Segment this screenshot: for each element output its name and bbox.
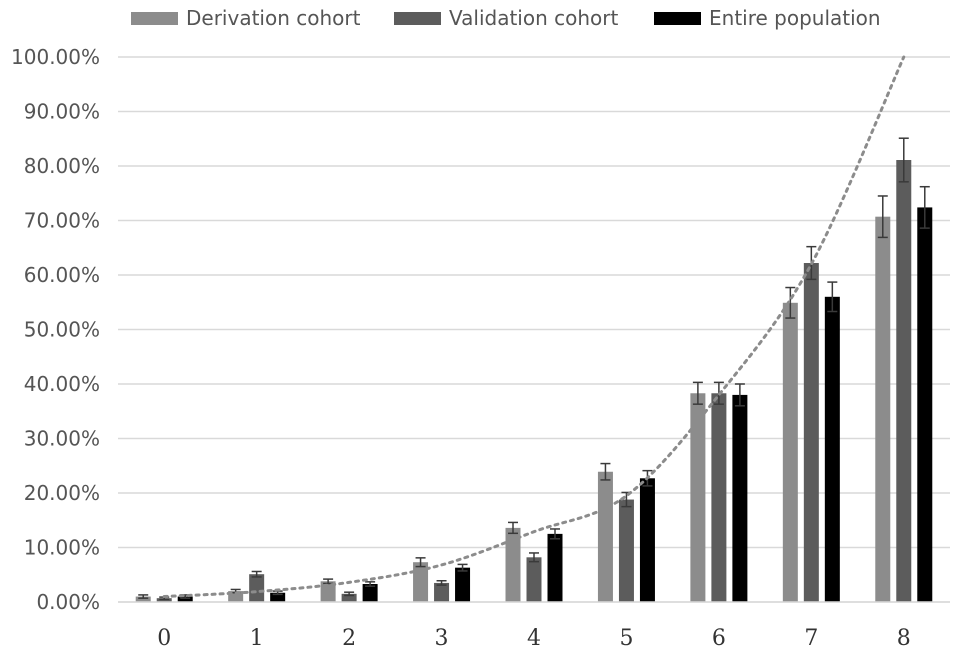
bar bbox=[896, 160, 912, 602]
x-tick-label: 2 bbox=[342, 626, 356, 651]
legend-item: Derivation cohort bbox=[131, 6, 360, 30]
y-tick-label: 80.00% bbox=[24, 154, 100, 178]
bar bbox=[547, 533, 563, 602]
bar bbox=[413, 562, 429, 602]
y-tick-label: 0.00% bbox=[36, 590, 100, 614]
y-tick-label: 20.00% bbox=[24, 481, 100, 505]
bar bbox=[526, 557, 542, 602]
x-tick-label: 1 bbox=[250, 626, 264, 651]
bar bbox=[690, 393, 706, 602]
x-tick-label: 4 bbox=[527, 626, 541, 651]
bar bbox=[434, 582, 450, 602]
x-tick-label: 7 bbox=[804, 626, 818, 651]
bar bbox=[177, 596, 193, 602]
y-tick-label: 100.00% bbox=[11, 45, 100, 69]
bar bbox=[270, 592, 286, 602]
legend-swatch bbox=[131, 11, 178, 25]
bar bbox=[875, 216, 891, 602]
legend-swatch bbox=[654, 11, 701, 25]
bar bbox=[803, 263, 819, 602]
bar bbox=[362, 584, 378, 602]
y-tick-label: 60.00% bbox=[24, 263, 100, 287]
bar bbox=[597, 471, 613, 602]
bar bbox=[505, 527, 521, 602]
bar bbox=[639, 478, 655, 602]
legend-label: Validation cohort bbox=[449, 6, 619, 30]
legend-swatch bbox=[394, 11, 441, 25]
x-tick-label: 6 bbox=[712, 626, 726, 651]
x-tick-label: 8 bbox=[897, 626, 911, 651]
x-tick-label: 3 bbox=[435, 626, 449, 651]
legend-item: Entire population bbox=[654, 6, 881, 30]
y-tick-label: 40.00% bbox=[24, 372, 100, 396]
trendline bbox=[162, 55, 906, 599]
bar bbox=[732, 394, 748, 602]
y-tick-label: 10.00% bbox=[24, 536, 100, 560]
bar bbox=[782, 302, 798, 602]
bar bbox=[156, 598, 172, 602]
legend: Derivation cohort Validation cohort Entire… bbox=[0, 2, 957, 32]
y-tick-label: 30.00% bbox=[24, 427, 100, 451]
bar bbox=[249, 574, 265, 602]
bar bbox=[618, 499, 634, 602]
bar bbox=[455, 567, 471, 602]
bar bbox=[135, 596, 151, 602]
legend-label: Derivation cohort bbox=[186, 6, 361, 30]
bar bbox=[824, 296, 840, 602]
legend-item: Validation cohort bbox=[394, 6, 618, 30]
y-tick-label: 90.00% bbox=[24, 100, 100, 124]
y-tick-label: 50.00% bbox=[24, 318, 100, 342]
y-tick-label: 70.00% bbox=[24, 209, 100, 233]
bar bbox=[711, 393, 727, 602]
legend-label: Entire population bbox=[709, 6, 881, 30]
x-tick-label: 0 bbox=[157, 626, 171, 651]
bar bbox=[341, 593, 357, 602]
bar bbox=[228, 591, 244, 602]
x-tick-label: 5 bbox=[619, 626, 633, 651]
bar bbox=[917, 207, 933, 603]
